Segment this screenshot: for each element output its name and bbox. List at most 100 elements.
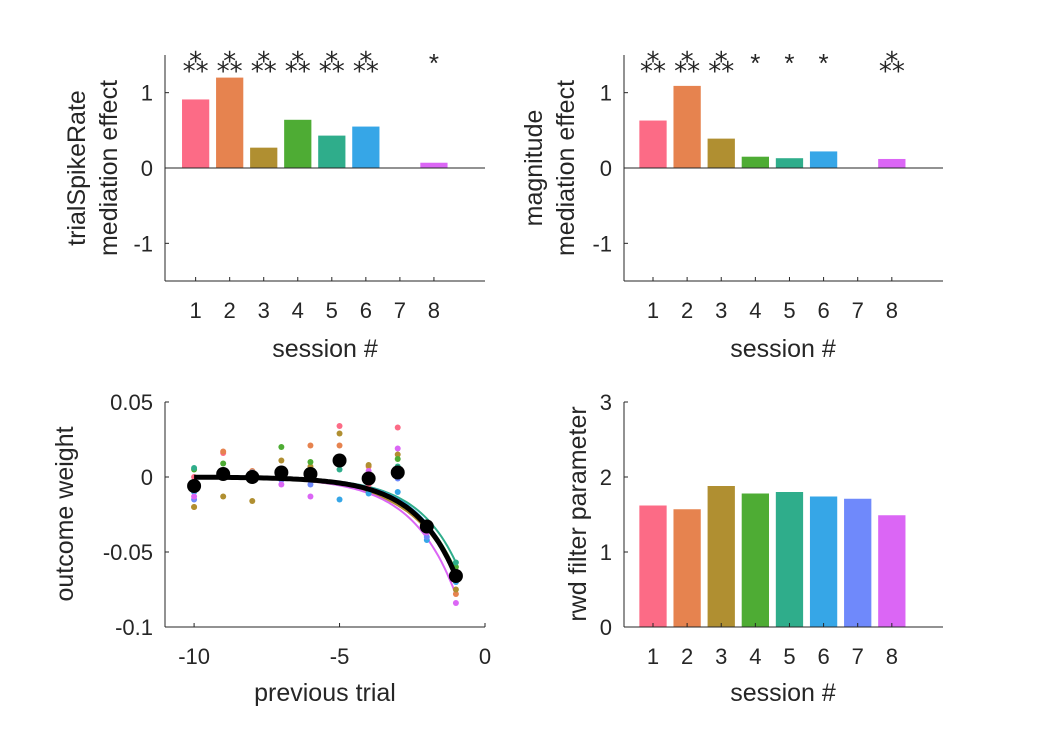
spikerate-significance-marker: ⁂ [285, 48, 311, 78]
outcome-point-session-2 [307, 442, 314, 449]
outcome-point-session-8 [191, 493, 198, 500]
outcome-point-session-3 [249, 498, 256, 504]
magnitude-bar-6 [809, 151, 838, 168]
magnitude-bar-4 [741, 156, 769, 168]
outcome-point-session-5 [452, 559, 459, 566]
rwd-xtick-label: 5 [783, 644, 795, 669]
outcome-point-session-8 [278, 481, 285, 488]
magnitude-ylabel-line2: mediation effect [552, 80, 580, 256]
outcome-point-session-2 [220, 448, 227, 455]
outcome-point-session-3 [220, 493, 227, 500]
outcome-point-session-4 [220, 460, 227, 467]
rwd-bar-3 [707, 486, 735, 627]
outcome-ytick-label: 0 [141, 465, 153, 490]
spikerate-bars [182, 77, 448, 168]
outcome-mean-point [245, 470, 260, 484]
outcome-point-session-5 [191, 465, 198, 471]
outcome-point-session-4 [278, 444, 285, 450]
spikerate-bar-1 [182, 99, 210, 168]
outcome-ytick-label: -0.1 [115, 615, 153, 640]
spikerate-ylabel-line2: mediation effect [95, 80, 123, 256]
outcome-point-session-3 [452, 586, 459, 593]
spikerate-xtick-label: 5 [326, 298, 338, 323]
outcome-ytick-label: 0.05 [110, 390, 153, 415]
outcome-point-session-8 [307, 493, 314, 500]
outcome-point-session-7 [423, 534, 430, 540]
spikerate-ytick-label: 1 [141, 81, 153, 106]
outcome-xtick-label: -5 [330, 644, 350, 669]
spikerate-xtick-label: 8 [428, 298, 440, 323]
spikerate-xtick-label: 4 [292, 298, 304, 323]
rwd-ylabel: rwd filter parameter [564, 406, 592, 621]
outcome-point-session-8 [452, 600, 459, 606]
outcome-xtick-label: 0 [479, 644, 491, 669]
magnitude-bar-5 [775, 158, 804, 168]
outcome-ylabel: outcome weight [51, 426, 79, 601]
outcome-point-session-3 [191, 504, 198, 510]
outcome-point-session-7 [307, 481, 314, 488]
spikerate-significance-marker: ⁂ [251, 48, 277, 78]
magnitude-significance-marker: * [819, 48, 829, 78]
outcome-x-ticks: -10 -5 0 [178, 623, 491, 669]
outcome-xtick-label: -10 [178, 644, 210, 669]
magnitude-significance-marker: ⁂ [640, 48, 666, 78]
spikerate-significance-marker: * [429, 48, 439, 78]
rwd-bar-8 [878, 515, 906, 627]
rwd-xtick-label: 1 [647, 644, 659, 669]
spikerate-bar-6 [352, 126, 380, 168]
spikerate-bar-8 [420, 162, 448, 168]
magnitude-xtick-label: 1 [647, 298, 659, 323]
rwd-bar-2 [673, 509, 701, 627]
spikerate-significance-marker: ⁂ [319, 48, 345, 78]
spikerate-significance-marker: ⁂ [217, 48, 243, 78]
spikerate-xtick-label: 1 [190, 298, 202, 323]
outcome-point-session-6 [336, 496, 343, 503]
outcome-xlabel: previous trial [254, 679, 396, 707]
spikerate-xtick-label: 6 [360, 298, 372, 323]
spikerate-bar-4 [284, 119, 312, 168]
rwd-ytick-label: 3 [600, 390, 612, 415]
outcome-point-session-4 [307, 459, 314, 465]
magnitude-xtick-label: 2 [681, 298, 693, 323]
rwd-ytick-label: 1 [600, 540, 612, 565]
magnitude-significance-marker: * [784, 48, 794, 78]
outcome-point-session-1 [336, 423, 343, 429]
spikerate-significance: ⁂ ⁂ ⁂ ⁂ ⁂ ⁂ * [183, 48, 439, 78]
outcome-mean-point [216, 467, 231, 481]
spikerate-ytick-label: 0 [141, 156, 153, 181]
magnitude-ytick-label: 0 [600, 156, 612, 181]
magnitude-xtick-label: 8 [886, 298, 898, 323]
rwd-xtick-label: 6 [817, 644, 829, 669]
outcome-ytick-label: -0.05 [103, 540, 153, 565]
outcome-mean-fit [194, 474, 459, 578]
spikerate-xlabel: session # [272, 335, 378, 363]
magnitude-xtick-label: 3 [715, 298, 727, 323]
magnitude-bar-2 [673, 85, 701, 168]
outcome-point-session-3 [365, 462, 372, 468]
outcome-mean-point [303, 467, 318, 481]
rwd-bars [639, 486, 906, 627]
outcome-point-session-8 [394, 445, 401, 452]
outcome-point-session-3 [336, 430, 343, 437]
magnitude-bar-3 [707, 138, 735, 168]
magnitude-ytick-label: -1 [592, 231, 612, 256]
outcome-mean-points [187, 453, 463, 583]
magnitude-xtick-label: 6 [817, 298, 829, 323]
magnitude-significance-marker: * [750, 48, 760, 78]
magnitude-xlabel: session # [730, 335, 836, 363]
outcome-mean-point [361, 471, 376, 486]
magnitude-y-ticks: -1 0 1 [592, 81, 628, 256]
outcome-point-session-3 [394, 451, 401, 458]
magnitude-bar-8 [878, 158, 906, 168]
magnitude-ylabel-line1: magnitude [520, 110, 548, 227]
spikerate-bar-3 [250, 147, 278, 168]
outcome-point-session-5 [336, 466, 343, 473]
rwd-xtick-label: 7 [852, 644, 864, 669]
outcome-mean-point [187, 479, 202, 493]
magnitude-significance-marker: ⁂ [708, 48, 734, 78]
magnitude-significance-marker: ⁂ [674, 48, 700, 78]
